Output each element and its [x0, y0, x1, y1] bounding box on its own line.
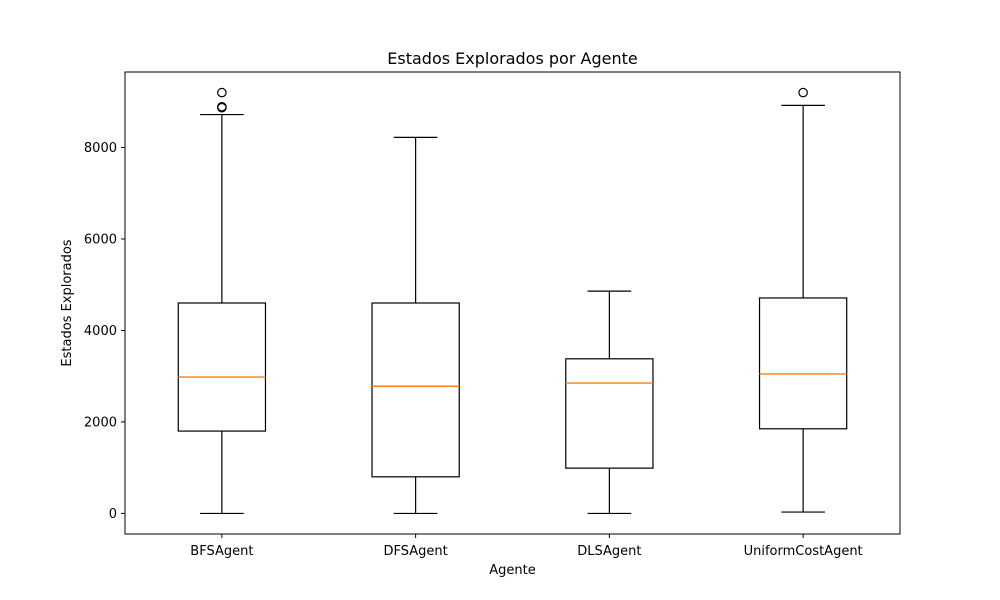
y-tick-label: 6000	[84, 232, 117, 247]
iqr-box	[565, 358, 654, 469]
x-tick-label: DLSAgent	[577, 544, 641, 559]
box-group-bfsagent	[177, 87, 267, 515]
x-tick-label: UniformCostAgent	[744, 544, 863, 559]
outlier-point	[798, 87, 808, 98]
x-axis-label: Agente	[489, 563, 535, 578]
y-tick-label: 4000	[84, 324, 117, 339]
plot-marks	[177, 87, 848, 515]
chart-title: Estados Explorados por Agente	[387, 49, 637, 68]
x-tick-label: DFSAgent	[384, 544, 448, 559]
box-group-dlsagent	[565, 290, 654, 515]
x-tick-label: BFSAgent	[190, 544, 253, 559]
outlier-point	[217, 87, 227, 98]
y-axis-label: Estados Explorados	[60, 239, 75, 366]
plot-area-frame	[124, 71, 901, 535]
y-tick-label: 8000	[84, 141, 117, 156]
y-tick-label: 0	[109, 507, 117, 522]
y-tick-label: 2000	[84, 415, 117, 430]
outlier-point	[217, 101, 227, 112]
box-group-dfsagent	[371, 136, 460, 515]
iqr-box	[758, 297, 848, 430]
x-axis-ticks: BFSAgent DFSAgent DLSAgent UniformCostAgent	[190, 534, 863, 559]
box-group-uniformcostagent	[758, 87, 848, 513]
y-axis-ticks: 0 2000 4000 6000 8000	[84, 141, 125, 522]
iqr-box	[177, 302, 267, 432]
iqr-box	[371, 302, 460, 478]
